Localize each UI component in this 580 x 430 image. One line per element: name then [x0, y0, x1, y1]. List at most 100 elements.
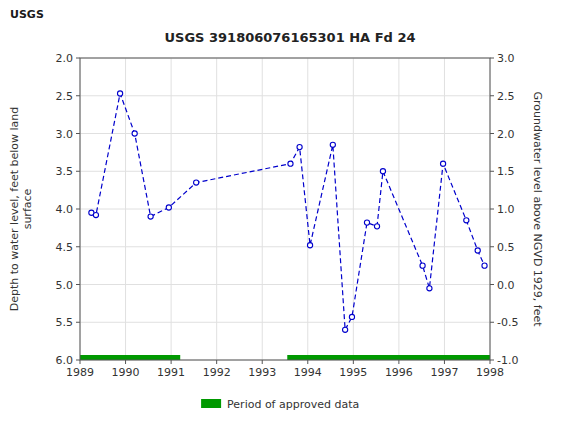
tick-mark — [490, 284, 494, 285]
grid-line — [80, 209, 490, 210]
tick-label: 1.0 — [497, 203, 515, 216]
tick-mark — [76, 58, 80, 59]
data-point — [297, 144, 302, 149]
tick-label: 5.0 — [56, 279, 74, 292]
legend: Period of approved data — [201, 398, 359, 411]
tick-mark — [444, 360, 445, 364]
annotation: USGS — [10, 8, 44, 21]
legend-swatch — [201, 399, 221, 408]
tick-label: 0.5 — [497, 241, 515, 254]
tick-mark — [490, 360, 494, 361]
tick-label: 3.5 — [56, 165, 74, 178]
tick-mark — [76, 133, 80, 134]
data-point — [330, 142, 335, 147]
tick-mark — [76, 209, 80, 210]
data-point — [380, 169, 385, 174]
tick-mark — [490, 246, 494, 247]
tick-mark — [76, 246, 80, 247]
data-point — [166, 205, 171, 210]
data-point — [343, 327, 348, 332]
data-point — [132, 131, 137, 136]
tick-label: 3.0 — [56, 128, 74, 141]
data-point — [288, 161, 293, 166]
axis-label: Groundwater level above NGVD 1929, feet — [531, 91, 544, 327]
tick-mark — [490, 95, 494, 96]
tick-label: 2.5 — [497, 90, 515, 103]
tick-mark — [76, 360, 80, 361]
tick-mark — [171, 360, 172, 364]
tick-label: 2.0 — [497, 128, 515, 141]
data-point — [475, 248, 480, 253]
tick-mark — [490, 133, 494, 134]
grid — [80, 58, 490, 360]
plot-frame — [80, 58, 490, 360]
data-point — [307, 243, 312, 248]
title: USGS 391806076165301 HA Fd 24 — [165, 30, 416, 45]
data-point — [374, 224, 379, 229]
tick-mark — [76, 284, 80, 285]
data-point — [464, 218, 469, 223]
tick-mark — [76, 171, 80, 172]
grid-line — [80, 322, 490, 323]
y-axis: 2.0 2.5 3.0 3.5 4.0 4.5 5.0 5.5 6.0 — [56, 52, 81, 367]
data-point — [93, 212, 98, 217]
tick-mark — [398, 360, 399, 364]
axis-label: Depth to water level, feet below landsur… — [8, 107, 34, 312]
tick-label: 1.5 — [497, 165, 515, 178]
tick-label: 1994 — [294, 366, 322, 379]
tick-label: 6.0 — [56, 354, 74, 367]
tick-label: 2.5 — [56, 90, 74, 103]
data-point — [420, 263, 425, 268]
tick-mark — [125, 360, 126, 364]
grid-line — [80, 246, 490, 247]
tick-mark — [490, 171, 494, 172]
tick-label: 1996 — [385, 366, 413, 379]
tick-label: 2.0 — [56, 52, 74, 65]
data-line — [91, 93, 484, 329]
tick-mark — [490, 322, 494, 323]
tick-label: 4.5 — [56, 241, 74, 254]
legend-label: Period of approved data — [227, 398, 359, 411]
tick-mark — [490, 360, 491, 364]
tick-label: 1990 — [112, 366, 140, 379]
grid-line — [80, 133, 490, 134]
tick-label: 1997 — [430, 366, 458, 379]
tick-label: 1995 — [339, 366, 367, 379]
data-point — [117, 91, 122, 96]
data-point — [148, 214, 153, 219]
approved-span — [287, 355, 490, 360]
tick-mark — [490, 209, 494, 210]
tick-mark — [76, 322, 80, 323]
data-point — [482, 263, 487, 268]
tick-label: 1998 — [476, 366, 504, 379]
approved-span — [80, 355, 180, 360]
tick-mark — [80, 360, 81, 364]
tick-label: 1991 — [157, 366, 185, 379]
axis-label-line: Depth to water level, feet below land — [8, 107, 21, 312]
grid-line — [80, 95, 490, 96]
axis-label-line: surface — [21, 188, 34, 229]
tick-mark — [262, 360, 263, 364]
y2-axis: -1.0 -0.5 0.0 0.5 1.0 1.5 2.0 2.5 3.0 — [490, 52, 518, 367]
tick-mark — [76, 95, 80, 96]
tick-mark — [353, 360, 354, 364]
tick-mark — [307, 360, 308, 364]
tick-label: -1.0 — [497, 354, 518, 367]
x-axis: 1989199019911992199319941995199619971998 — [66, 360, 504, 379]
tick-label: 3.0 — [497, 52, 515, 65]
tick-label: 1989 — [66, 366, 94, 379]
data-point — [364, 220, 369, 225]
tick-label: 0.0 — [497, 279, 515, 292]
tick-mark — [216, 360, 217, 364]
tick-label: -0.5 — [497, 316, 518, 329]
tick-label: 4.0 — [56, 203, 74, 216]
plot-area — [80, 58, 490, 360]
data-point — [194, 180, 199, 185]
tick-label: 1993 — [248, 366, 276, 379]
marks — [80, 91, 490, 360]
data-point — [427, 286, 432, 291]
tick-mark — [490, 58, 494, 59]
data-point — [440, 161, 445, 166]
chart: USGS USGS 391806076165301 HA Fd 24 1989 199… — [0, 0, 580, 430]
tick-label: 5.5 — [56, 316, 74, 329]
